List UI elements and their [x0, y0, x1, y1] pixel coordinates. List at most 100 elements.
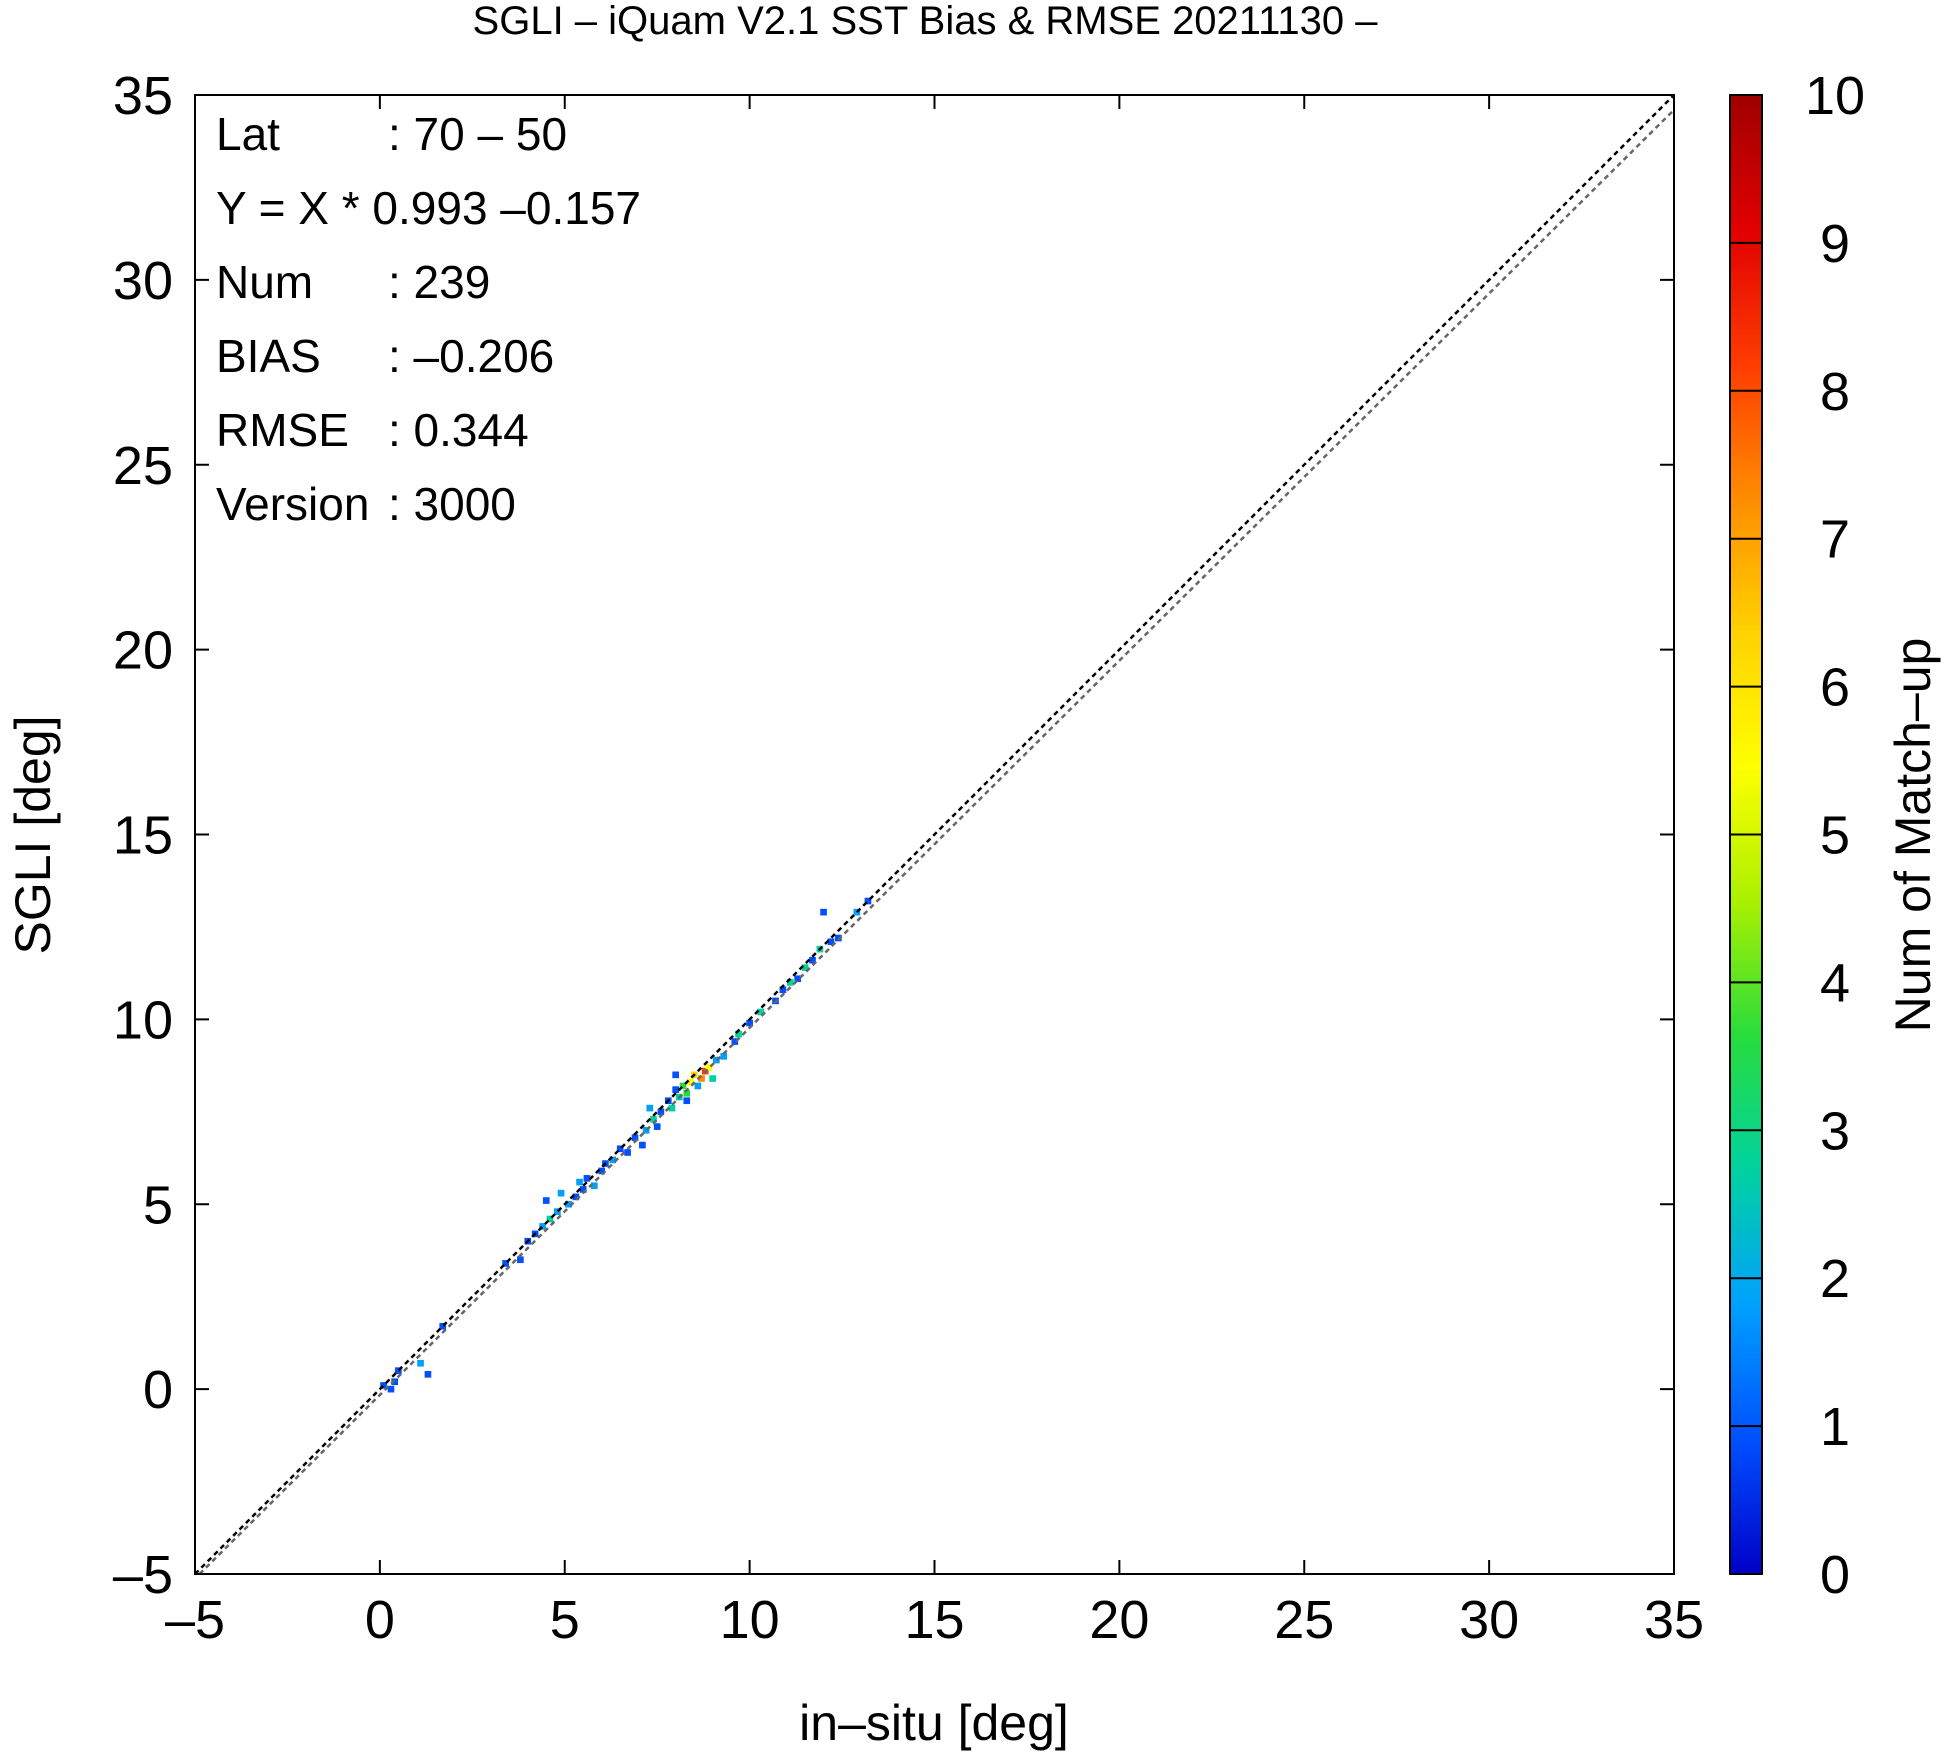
data-cell — [820, 908, 827, 916]
data-cell — [827, 938, 835, 946]
stat-value: : 239 — [388, 256, 490, 308]
data-cell — [672, 1071, 680, 1079]
chart-title: SGLI – iQuam V2.1 SST Bias & RMSE 202111… — [473, 0, 1379, 43]
y-tick-label: 15 — [113, 806, 173, 866]
y-tick-label: 30 — [113, 251, 173, 311]
x-tick-label: 35 — [1644, 1590, 1704, 1650]
colorbar-ticks: 0 1 2 3 4 5 6 7 8 9 10 — [1730, 66, 1865, 1605]
data-cell — [395, 1367, 402, 1374]
data-cell — [735, 1030, 742, 1038]
colorbar-tick-label: 9 — [1820, 214, 1850, 274]
data-cell — [794, 975, 802, 983]
data-cell — [757, 1008, 765, 1016]
data-cell — [746, 1019, 753, 1027]
data-cell — [657, 1108, 665, 1116]
y-tick-label: 10 — [113, 990, 173, 1050]
data-cell — [557, 1189, 565, 1197]
colorbar-tick-label: 0 — [1820, 1545, 1850, 1605]
data-cell — [646, 1104, 654, 1112]
colorbar-tick-label: 6 — [1820, 658, 1850, 718]
data-cell — [583, 1175, 591, 1182]
x-tick-label: 20 — [1089, 1590, 1149, 1650]
data-cell — [546, 1215, 554, 1223]
data-cell — [642, 1126, 650, 1134]
y-tick-label: 25 — [113, 436, 173, 496]
stat-label: Version — [216, 478, 369, 530]
colorbar-tick-label: 10 — [1805, 66, 1865, 126]
stat-label: BIAS — [216, 330, 321, 382]
data-cell — [616, 1145, 624, 1153]
data-cell — [698, 1075, 705, 1082]
reference-lines — [194, 94, 1675, 1575]
data-cell — [683, 1089, 691, 1097]
data-cell — [672, 1086, 680, 1093]
y-axis-ticks: –5 0 5 10 15 20 25 30 35 — [113, 66, 1674, 1605]
data-cell — [502, 1260, 509, 1267]
data-cell — [576, 1178, 583, 1186]
data-cell — [424, 1371, 432, 1378]
data-cell — [417, 1359, 424, 1367]
data-cell — [809, 956, 816, 964]
data-cell — [598, 1167, 606, 1175]
stat-value: : 0.344 — [388, 404, 529, 456]
x-tick-label: 25 — [1274, 1590, 1334, 1650]
stats-box: Lat: 70 – 50 Y = X * 0.993 –0.157 Num: 239… — [216, 108, 641, 530]
data-cell — [786, 979, 794, 986]
colorbar-tick-label: 1 — [1820, 1397, 1850, 1457]
x-tick-label: 0 — [365, 1590, 395, 1650]
data-cell — [683, 1097, 691, 1105]
y-tick-label: 35 — [113, 66, 173, 126]
data-cell — [720, 1053, 728, 1060]
data-cells — [380, 897, 872, 1393]
data-cell — [542, 1197, 550, 1204]
stat-label: Y = X * 0.993 –0.157 — [216, 182, 641, 234]
reference-line-regression — [198, 108, 1675, 1575]
y-axis-label: SGLI [deg] — [5, 715, 61, 954]
colorbar-label: Num of Match–up — [1885, 638, 1941, 1033]
data-cell — [439, 1322, 447, 1330]
data-cell — [565, 1200, 572, 1208]
data-cell — [539, 1223, 546, 1230]
x-tick-label: 15 — [904, 1590, 964, 1650]
data-cell — [572, 1193, 580, 1201]
stat-label: RMSE — [216, 404, 349, 456]
reference-line-1:1 — [194, 94, 1675, 1575]
data-cell — [731, 1038, 739, 1045]
colorbar-tick-label: 4 — [1820, 953, 1850, 1013]
data-cell — [694, 1082, 702, 1090]
data-cell — [709, 1075, 716, 1082]
x-tick-label: –5 — [165, 1590, 225, 1650]
x-axis-ticks: –5 0 5 10 15 20 25 30 35 — [165, 95, 1704, 1650]
colorbar-tick-label: 5 — [1820, 806, 1850, 866]
data-cell — [624, 1149, 631, 1156]
colorbar-tick-label: 8 — [1820, 362, 1850, 422]
x-tick-label: 5 — [550, 1590, 580, 1650]
data-cell — [639, 1141, 646, 1149]
stat-label: Lat — [216, 108, 280, 160]
data-cell — [517, 1256, 524, 1264]
stat-value: : –0.206 — [388, 330, 554, 382]
colorbar-tick-label: 7 — [1820, 510, 1850, 570]
stat-value: : 3000 — [388, 478, 516, 530]
data-cell — [653, 1123, 661, 1130]
y-tick-label: 0 — [143, 1360, 173, 1420]
data-cell — [387, 1385, 395, 1393]
data-cell — [631, 1134, 639, 1142]
data-cell — [591, 1182, 598, 1190]
stat-label: Num — [216, 256, 313, 308]
data-cell — [705, 1064, 713, 1071]
data-cell — [554, 1208, 561, 1215]
data-cell — [801, 964, 809, 971]
data-cell — [713, 1056, 720, 1064]
data-cell — [380, 1382, 387, 1389]
data-cell — [668, 1104, 676, 1112]
data-cell — [687, 1078, 694, 1086]
colorbar-tick-label: 2 — [1820, 1249, 1850, 1309]
data-cell — [609, 1156, 617, 1164]
y-tick-label: 20 — [113, 621, 173, 681]
x-tick-label: 10 — [720, 1590, 780, 1650]
colorbar-tick-label: 3 — [1820, 1101, 1850, 1161]
data-cell — [579, 1186, 587, 1193]
data-cell — [864, 897, 872, 905]
